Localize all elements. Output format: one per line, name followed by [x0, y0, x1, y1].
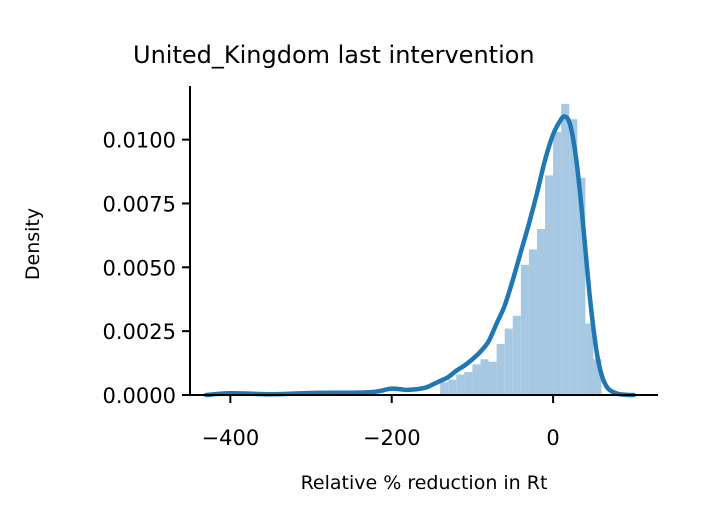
histogram-bar — [569, 119, 578, 395]
histogram-bar — [504, 328, 513, 395]
histogram-bar — [593, 359, 602, 395]
kde-line — [203, 114, 637, 398]
y-tick-label: 0.0075 — [103, 192, 176, 216]
histogram-bar — [528, 249, 537, 395]
histogram-bar — [545, 175, 554, 395]
histogram-bar — [577, 177, 586, 395]
histogram-bar — [480, 359, 489, 395]
chart-title: United_Kingdom last intervention — [133, 41, 535, 69]
x-tick-label: −400 — [202, 426, 260, 450]
histogram-bar — [553, 131, 562, 395]
y-tick-label: 0.0100 — [103, 129, 176, 153]
y-axis-label: Density — [22, 208, 44, 280]
histogram-bars — [440, 103, 602, 395]
histogram-bar — [456, 374, 465, 395]
x-tick-label: 0 — [546, 426, 559, 450]
histogram-bar — [440, 382, 449, 395]
histogram-bar — [448, 379, 457, 395]
histogram-bar — [520, 264, 529, 395]
histogram-bar — [561, 103, 570, 395]
histogram-bar — [512, 315, 521, 395]
x-axis-label: Relative % reduction in Rt — [301, 472, 548, 494]
axes: −400 −200 0 0.0000 0.0025 0.0050 0.0075 0.0100 — [103, 86, 658, 450]
histogram-bar — [464, 372, 473, 395]
histogram-bar — [585, 323, 594, 395]
histogram-bar — [488, 361, 497, 395]
histogram-bar — [472, 364, 481, 395]
histogram-bar — [536, 229, 546, 395]
y-tick-label: 0.0025 — [103, 320, 176, 344]
y-tick-label: 0.0000 — [103, 384, 176, 408]
x-tick-label: −200 — [363, 426, 421, 450]
kde-layer — [203, 114, 637, 398]
histogram-bar — [496, 343, 505, 395]
y-tick-label: 0.0050 — [103, 256, 176, 280]
